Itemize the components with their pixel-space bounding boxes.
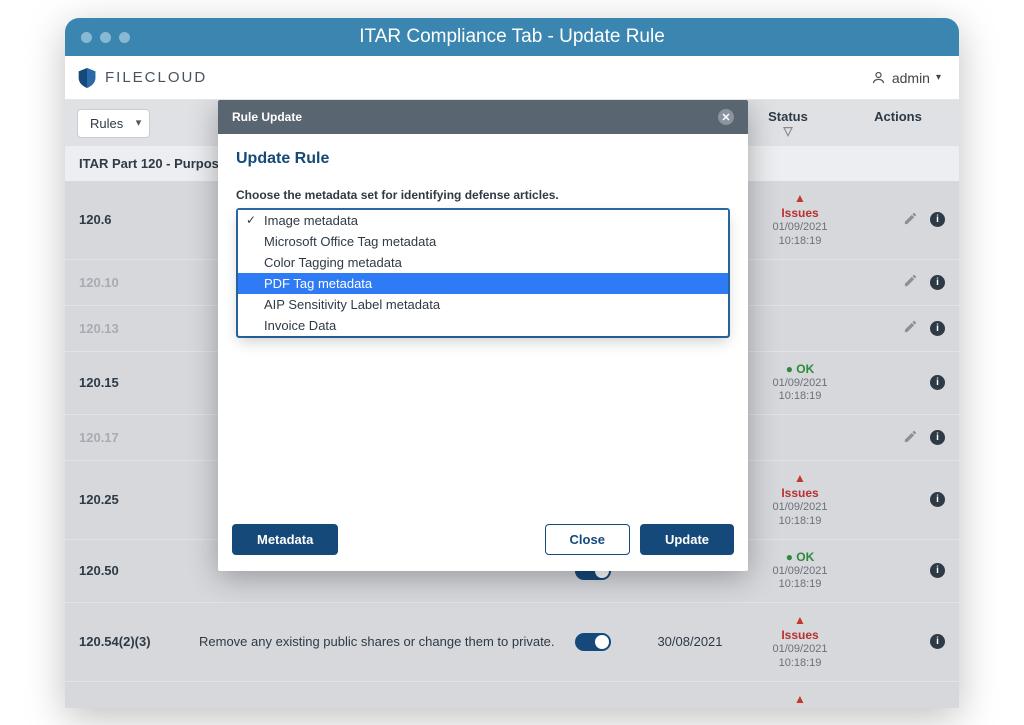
info-icon[interactable]: i [930, 375, 945, 390]
status-text: ● OK [745, 550, 855, 565]
table-row: 120.50 ● OK01/09/202110:18:19 i [65, 540, 959, 604]
brand[interactable]: FILECLOUD [77, 67, 207, 89]
rule-actions: i [855, 634, 945, 649]
check-icon: ● [786, 550, 793, 564]
status-text: Issues [745, 707, 855, 709]
status-text: Issues [745, 486, 855, 501]
rule-status: ● OK01/09/202110:18:19 [745, 550, 855, 593]
user-label: admin [892, 70, 930, 86]
rule-number: 120.15 [79, 375, 199, 390]
table-row: 120.13 i [65, 306, 959, 352]
status-time: 10:18:19 [745, 515, 855, 529]
check-icon: ● [786, 362, 793, 376]
rules-dropdown-label: Rules [90, 116, 123, 131]
status-date: 01/09/2021 [745, 643, 855, 657]
section-header: ITAR Part 120 - Purpose and [65, 146, 959, 181]
warning-icon: ▲ [745, 191, 855, 206]
warning-icon: ▲ [745, 613, 855, 628]
status-date: 01/09/2021 [745, 377, 855, 391]
status-text: Issues [745, 628, 855, 643]
rule-number: 120.6 [79, 212, 199, 227]
user-menu[interactable]: admin ▾ [871, 70, 941, 86]
rule-actions: i [855, 429, 945, 447]
window-frame: ITAR Compliance Tab - Update Rule FILECL… [65, 18, 959, 708]
status-time: 10:18:19 [745, 657, 855, 671]
chevron-down-icon: ▾ [936, 72, 941, 83]
rule-number: 120.10 [79, 275, 199, 290]
info-icon[interactable]: i [930, 321, 945, 336]
table-row: 120.54(2)(3)Remove any existing public s… [65, 603, 959, 682]
info-icon[interactable]: i [930, 563, 945, 578]
shield-icon [77, 67, 97, 89]
rule-status: ▲Issues01/09/202110:18:19 [745, 191, 855, 249]
rule-date: 30/08/2021 [635, 634, 745, 649]
warning-icon: ▲ [745, 692, 855, 707]
rule-actions: i [855, 273, 945, 291]
rule-actions: i [855, 375, 945, 390]
rule-status: ▲Issues01/09/202110:18:19 [745, 471, 855, 529]
rule-toggle-cell [575, 211, 635, 229]
rule-actions: i [855, 563, 945, 578]
rules-table: 120.6▲Issues01/09/202110:18:19i120.10i12… [65, 181, 959, 708]
rule-status: ▲Issues01/09/202110:18:19 [745, 692, 855, 709]
table-row: 120.15 ● OK01/09/202110:18:19 i [65, 352, 959, 416]
status-text: Issues [745, 206, 855, 221]
status-date: 01/09/2021 [745, 501, 855, 515]
rule-actions: i [855, 492, 945, 507]
table-row: 120.25 ▲Issues01/09/202110:18:19 i [65, 461, 959, 540]
info-icon[interactable]: i [930, 275, 945, 290]
info-icon[interactable]: i [930, 492, 945, 507]
rule-status: ▲Issues01/09/202110:18:19 [745, 613, 855, 671]
edit-icon[interactable] [903, 273, 918, 291]
rule-actions: i [855, 319, 945, 337]
rule-number: 120.54(2)(3) [79, 634, 199, 649]
column-actions: Actions [863, 109, 933, 138]
status-time: 10:18:19 [745, 390, 855, 404]
filter-icon[interactable]: ▽ [753, 124, 823, 138]
topbar: FILECLOUD admin ▾ [65, 56, 959, 100]
warning-icon: ▲ [745, 471, 855, 486]
table-row: 120.6 ▲Issues01/09/202110:18:19 i [65, 181, 959, 260]
status-date: 01/09/2021 [745, 221, 855, 235]
status-text: ● OK [745, 362, 855, 377]
page: Rules Status ▽ Actions ITAR Part 120 - P… [65, 100, 959, 708]
brand-text: FILECLOUD [105, 69, 207, 86]
rule-number: 120.13 [79, 321, 199, 336]
table-row: 120.10 i [65, 260, 959, 306]
edit-icon[interactable] [903, 319, 918, 337]
mac-titlebar: ITAR Compliance Tab - Update Rule [65, 18, 959, 56]
rule-toggle[interactable] [575, 562, 611, 580]
rule-toggle-cell [575, 633, 635, 651]
status-time: 10:18:19 [745, 578, 855, 592]
rule-number: 120.17 [79, 430, 199, 445]
status-date: 01/09/2021 [745, 565, 855, 579]
table-row: 120.17 i [65, 415, 959, 461]
info-icon[interactable]: i [930, 212, 945, 227]
table-row: 120.54(5)Use settings for SSL and enable… [65, 682, 959, 709]
rule-status: ● OK01/09/202110:18:19 [745, 362, 855, 405]
column-status: Status ▽ [753, 109, 823, 138]
rule-actions: i [855, 211, 945, 229]
info-icon[interactable]: i [930, 634, 945, 649]
app-shell: FILECLOUD admin ▾ Rules Status ▽ Actions [65, 56, 959, 708]
edit-icon[interactable] [903, 211, 918, 229]
rule-toggle[interactable] [575, 633, 611, 651]
rule-number: 120.50 [79, 563, 199, 578]
user-icon [871, 70, 886, 85]
rule-toggle[interactable] [575, 211, 611, 229]
window-title: ITAR Compliance Tab - Update Rule [65, 26, 959, 48]
info-icon[interactable]: i [930, 430, 945, 445]
status-time: 10:18:19 [745, 235, 855, 249]
rule-toggle-cell [575, 562, 635, 580]
rule-number: 120.25 [79, 492, 199, 507]
rules-dropdown[interactable]: Rules [77, 109, 150, 138]
rule-description: Remove any existing public shares or cha… [199, 634, 575, 649]
page-toolbar: Rules Status ▽ Actions [65, 100, 959, 146]
edit-icon[interactable] [903, 429, 918, 447]
